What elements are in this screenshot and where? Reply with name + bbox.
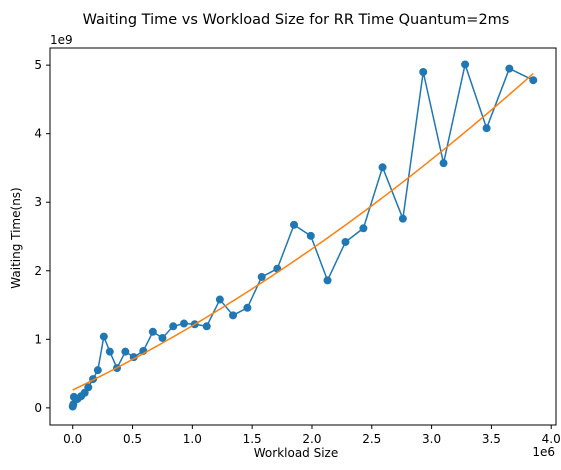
data-point: [179, 319, 188, 328]
data-point: [505, 64, 514, 73]
x-offset-label: 1e6: [532, 445, 555, 459]
y-tick-label: 5: [34, 58, 42, 72]
data-point: [84, 383, 93, 392]
data-point: [202, 322, 211, 331]
y-offset-label: 1e9: [50, 33, 73, 47]
data-point: [105, 347, 114, 356]
data-point: [229, 311, 238, 320]
y-tick-label: 2: [34, 264, 42, 278]
y-tick-label: 0: [34, 401, 42, 415]
data-point: [439, 159, 448, 168]
x-tick-label: 1.0: [183, 432, 202, 446]
series-layer: [68, 60, 538, 411]
data-point: [461, 60, 470, 69]
axis-ticks: 0.0 0.5 1.0 1.5 2.0 2.5 3.0 3.5 4.0 0 1 2 3 4 5: [34, 58, 560, 446]
x-tick-label: 3.5: [482, 432, 501, 446]
data-point: [121, 347, 130, 356]
data-point: [169, 322, 178, 331]
data-point: [273, 264, 282, 273]
data-point: [482, 124, 491, 133]
x-tick-label: 0.5: [123, 432, 142, 446]
data-point: [359, 224, 368, 233]
data-point: [69, 400, 78, 409]
data-point: [257, 272, 266, 281]
x-tick-label: 2.0: [302, 432, 321, 446]
data-point: [529, 76, 538, 85]
x-tick-label: 3.0: [422, 432, 441, 446]
data-point: [158, 333, 167, 342]
data-point: [148, 327, 157, 336]
data-point: [378, 163, 387, 172]
y-tick-label: 3: [34, 195, 42, 209]
data-point: [341, 237, 350, 246]
data-point: [306, 231, 315, 240]
data-point: [243, 303, 252, 312]
x-tick-label: 1.5: [243, 432, 262, 446]
data-point: [323, 276, 332, 285]
data-point: [93, 366, 102, 375]
data-point: [290, 220, 299, 229]
x-tick-label: 2.5: [362, 432, 381, 446]
chart-title: Waiting Time vs Workload Size for RR Tim…: [83, 12, 510, 28]
x-tick-label: 0.0: [63, 432, 82, 446]
y-axis-label: Waiting Time(ns): [9, 187, 23, 288]
y-tick-label: 1: [34, 332, 42, 346]
plot-area-frame: [49, 47, 557, 426]
data-point: [99, 332, 108, 341]
data-point: [398, 214, 407, 223]
data-point: [419, 67, 428, 76]
x-axis-label: Workload Size: [254, 446, 338, 460]
x-tick-label: 4.0: [542, 432, 561, 446]
series-fit-curve: [72, 72, 534, 391]
y-tick-label: 4: [34, 127, 42, 141]
data-point: [215, 295, 224, 304]
